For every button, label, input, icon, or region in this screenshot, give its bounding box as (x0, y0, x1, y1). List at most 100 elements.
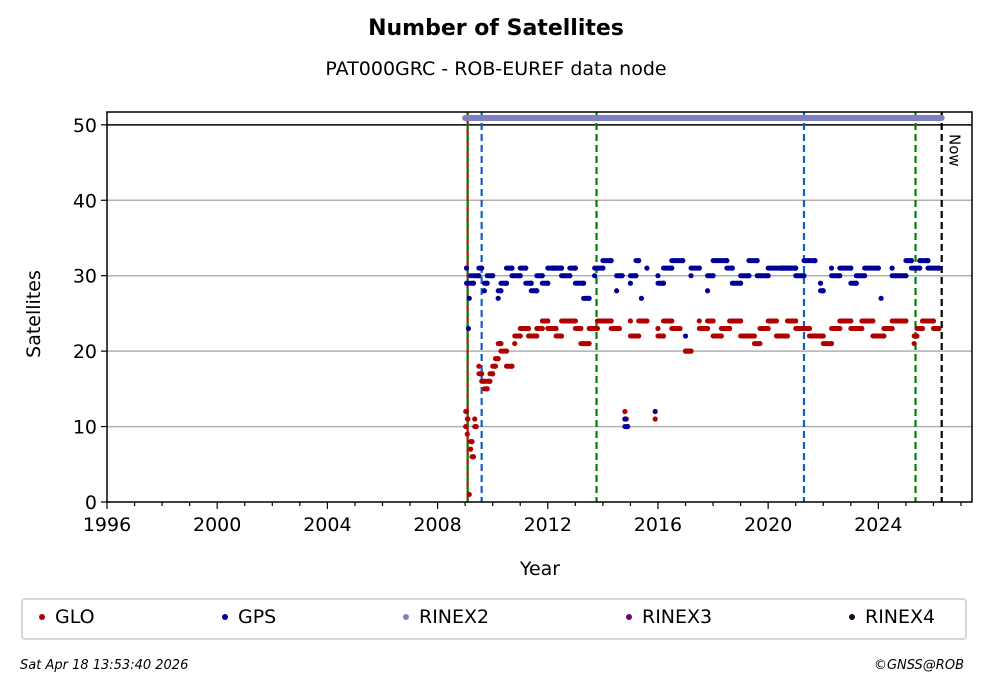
glo-point (627, 318, 634, 324)
gps-point (495, 295, 501, 301)
glo-point (696, 318, 702, 324)
y-axis-label: Satellites (23, 270, 45, 358)
legend-item-glo: GLO (39, 606, 95, 628)
gps-point (490, 273, 496, 279)
glo-point (718, 333, 724, 339)
glo-point (828, 340, 835, 347)
glo-marker-icon (39, 614, 45, 620)
gps-point (936, 265, 942, 271)
gps-point (622, 416, 628, 422)
glo-point (578, 325, 584, 332)
gps-point (479, 265, 485, 271)
legend-label: GPS (238, 606, 277, 628)
gps-marker-icon (222, 614, 228, 620)
gps-point (498, 288, 504, 294)
gps-point (889, 265, 895, 271)
glo-point (669, 318, 675, 324)
glo-point (911, 340, 917, 347)
glo-point (498, 340, 504, 347)
glo-point (848, 318, 854, 324)
glo-point (469, 439, 475, 445)
glo-point (622, 408, 628, 415)
gps-point (908, 258, 914, 264)
gps-point (682, 333, 689, 339)
glo-point (487, 378, 493, 384)
gps-point (625, 423, 631, 430)
x-tick-label: 1996 (83, 514, 131, 536)
glo-point (859, 325, 865, 332)
gps-point (481, 288, 488, 294)
x-tick-label: 2012 (524, 514, 572, 536)
legend-label: GLO (55, 606, 95, 628)
gps-point (925, 258, 931, 264)
rinex4-marker-icon (849, 614, 855, 620)
gps-point (688, 273, 694, 279)
gps-point (669, 265, 675, 271)
glo-point (784, 333, 791, 339)
gps-point (793, 265, 799, 271)
glo-point (608, 318, 614, 324)
glo-point (837, 325, 843, 332)
legend-item-gps: GPS (222, 606, 276, 628)
gps-point (591, 273, 598, 279)
legend-label: RINEX4 (865, 606, 936, 628)
copyright: ©GNSS@ROB (873, 658, 964, 673)
gps-point (853, 280, 859, 286)
gps-point (655, 273, 661, 279)
glo-point (903, 318, 909, 324)
x-tick-label: 2008 (413, 514, 461, 536)
glo-point (737, 318, 744, 324)
gps-point (627, 280, 634, 286)
glo-point (655, 325, 661, 332)
gps-point (534, 288, 540, 294)
gps-point (903, 273, 909, 279)
glo-point (572, 318, 578, 324)
glo-point (509, 363, 515, 369)
gps-point (638, 295, 645, 301)
glo-point (473, 423, 479, 430)
glo-point (463, 423, 469, 430)
gps-point (484, 280, 490, 286)
gps-point (737, 280, 744, 286)
y-tick-label: 20 (73, 341, 97, 363)
now-label: Now (946, 134, 964, 167)
gps-point (586, 295, 592, 301)
glo-point (463, 408, 470, 415)
gps-point (476, 273, 482, 279)
gps-point (820, 288, 826, 294)
glo-point (465, 416, 471, 422)
x-axis-label: Year (519, 558, 560, 580)
gps-point (817, 280, 824, 286)
gps-point (466, 295, 472, 301)
gps-point (558, 265, 565, 271)
gps-point (746, 273, 752, 279)
glo-point (558, 333, 565, 339)
gps-point (704, 288, 711, 294)
glo-point (479, 371, 485, 377)
glo-point (525, 325, 532, 332)
gps-point (636, 258, 642, 264)
gps-point (861, 273, 868, 279)
legend-item-rinex2: RINEX2 (403, 606, 489, 628)
glo-point (468, 446, 474, 452)
glo-point (751, 333, 757, 339)
x-tick-label: 2020 (744, 514, 792, 536)
legend-item-rinex4: RINEX4 (849, 606, 935, 628)
glo-point (914, 333, 920, 339)
glo-point (594, 325, 600, 332)
gps-point (528, 280, 534, 286)
glo-point (806, 325, 813, 332)
gps-point (539, 273, 545, 279)
gps-point (652, 408, 658, 415)
glo-point (936, 325, 942, 332)
glo-point (534, 333, 540, 339)
gps-point (517, 273, 523, 279)
glo-point (553, 325, 559, 332)
x-tick-label: 2024 (854, 514, 902, 536)
gps-point (608, 258, 614, 264)
glo-point (930, 318, 937, 324)
gps-point (572, 265, 578, 271)
glo-point (765, 325, 771, 332)
glo-point (889, 325, 895, 332)
